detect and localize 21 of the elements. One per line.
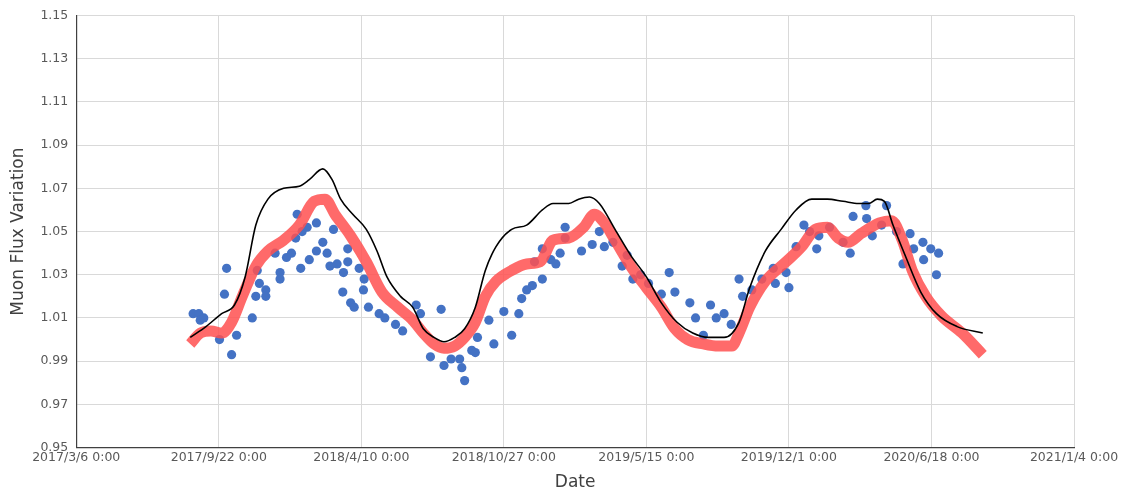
y-tick-label: 1.09 — [40, 136, 69, 152]
x-tick-label: 2019/12/1 0:00 — [740, 449, 838, 465]
y-tick-label: 1.11 — [40, 93, 69, 109]
y-tick-label: 1.05 — [40, 222, 69, 238]
y-tick-label: 1.07 — [40, 179, 69, 195]
x-tick-label: 2018/4/10 0:00 — [313, 449, 410, 465]
y-tick-label: 1.13 — [40, 49, 69, 65]
y-axis-title: Muon Flux Variation — [6, 147, 27, 316]
x-tick-label: 2020/6/18 0:00 — [883, 449, 980, 465]
x-tick-label: 2017/3/6 0:00 — [32, 449, 121, 465]
y-tick-label: 0.99 — [40, 352, 69, 368]
x-tick-label: 2021/1/4 0:00 — [1029, 449, 1119, 465]
x-axis-title: Date — [554, 471, 596, 492]
x-tick-label: 2017/9/22 0:00 — [170, 449, 267, 465]
x-tick-label: 2019/5/15 0:00 — [598, 449, 695, 465]
y-tick-label: 1.15 — [40, 6, 69, 22]
x-tick-label: 2018/10/27 0:00 — [451, 449, 556, 465]
y-tick-label: 0.97 — [40, 395, 69, 411]
line-series — [189, 168, 984, 343]
y-tick-label: 1.03 — [40, 266, 69, 282]
y-tick-label: 1.01 — [40, 309, 69, 325]
